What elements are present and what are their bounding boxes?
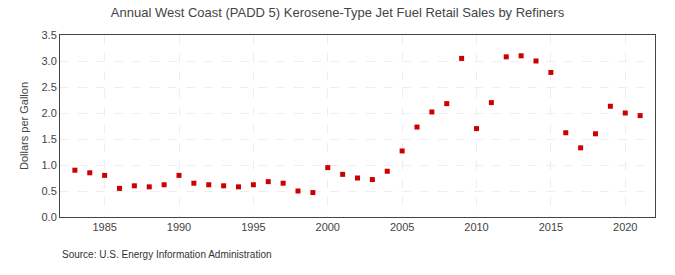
svg-text:2015: 2015	[539, 221, 563, 233]
svg-text:1995: 1995	[241, 221, 265, 233]
svg-text:2010: 2010	[464, 221, 488, 233]
svg-text:1985: 1985	[92, 221, 116, 233]
svg-text:0.5: 0.5	[42, 185, 57, 197]
svg-text:2020: 2020	[613, 221, 637, 233]
svg-text:Source: U.S. Energy Informatio: Source: U.S. Energy Information Administ…	[62, 249, 272, 260]
svg-text:1.5: 1.5	[42, 133, 57, 145]
svg-text:0.0: 0.0	[42, 211, 57, 223]
svg-text:2.0: 2.0	[42, 107, 57, 119]
svg-text:2000: 2000	[316, 221, 340, 233]
svg-text:Annual West Coast (PADD 5) Ker: Annual West Coast (PADD 5) Kerosene-Type…	[111, 5, 565, 20]
svg-text:1990: 1990	[167, 221, 191, 233]
svg-text:3.0: 3.0	[42, 55, 57, 67]
svg-text:1.0: 1.0	[42, 159, 57, 171]
svg-text:2005: 2005	[390, 221, 414, 233]
svg-text:2.5: 2.5	[42, 81, 57, 93]
svg-text:Dollars per Gallon: Dollars per Gallon	[18, 82, 30, 170]
svg-text:3.5: 3.5	[42, 29, 57, 41]
